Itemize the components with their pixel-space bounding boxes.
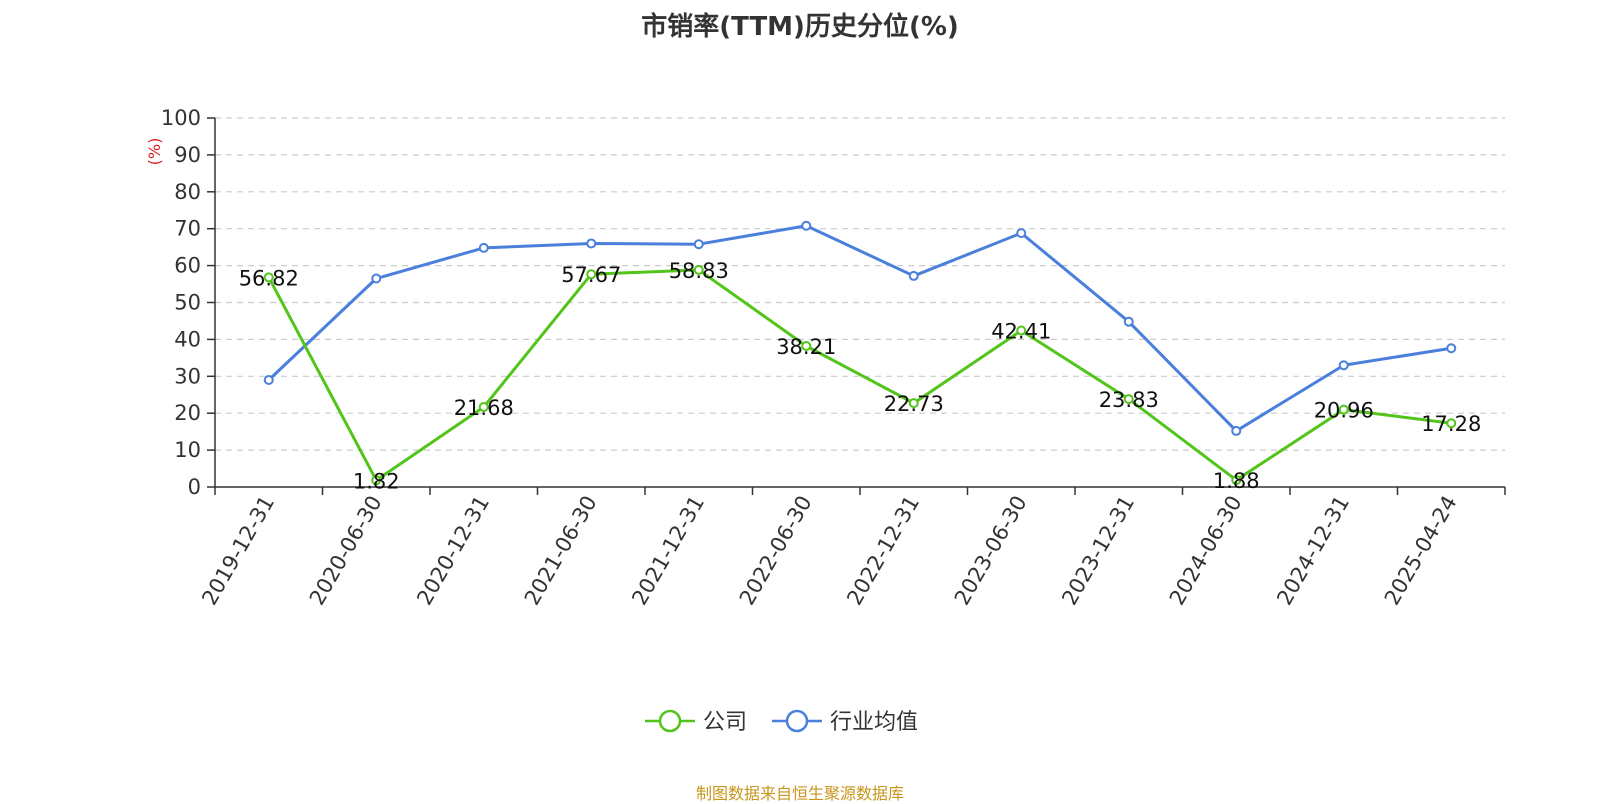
data-label: 23.83 (1099, 388, 1159, 412)
data-point (1446, 343, 1457, 354)
grid-lines (215, 117, 1505, 451)
x-tick-label: 2021-12-31 (627, 492, 709, 610)
legend-swatch-marker (785, 709, 809, 733)
data-labels: 56.82 1.82 21.68 57.67 58.83 38.21 22.73 42.41 2… (239, 259, 1482, 493)
x-tick-label: 2019-12-31 (197, 492, 279, 610)
x-tick-label: 2020-12-31 (412, 492, 494, 610)
data-point (263, 272, 274, 283)
chart-title: 市销率(TTM)历史分位(%) (641, 12, 959, 42)
y-tick-label: 100 (161, 106, 201, 130)
data-point (1016, 228, 1027, 239)
x-tick-label: 2022-06-30 (735, 492, 817, 610)
y-tick-label: 70 (174, 217, 201, 241)
legend: 公司 行业均值 (645, 709, 918, 735)
source-note: 制图数据来自恒生聚源数据库 (695, 784, 904, 803)
y-tick-label: 90 (174, 143, 201, 167)
y-tick-label: 30 (174, 364, 201, 388)
y-tick-label: 20 (174, 401, 201, 425)
y-tick-label: 50 (174, 291, 201, 315)
y-tick-label: 0 (188, 475, 201, 499)
y-tick-label: 10 (174, 438, 201, 462)
data-label: 58.83 (669, 259, 729, 283)
data-label: 1.82 (353, 469, 400, 493)
x-tick-label: 2022-12-31 (842, 492, 924, 610)
data-point (586, 238, 597, 249)
x-tick-label: 2024-12-31 (1272, 492, 1354, 610)
data-label: 57.67 (561, 263, 621, 287)
legend-swatch-marker (658, 709, 682, 733)
data-point (801, 341, 812, 352)
data-point (1231, 425, 1242, 436)
y-tick-label: 40 (174, 327, 201, 351)
data-point (1446, 418, 1457, 429)
data-point (693, 264, 704, 275)
data-label: 38.21 (776, 335, 836, 359)
x-tick-label: 2021-06-30 (520, 492, 602, 610)
data-point (1123, 316, 1134, 327)
data-label: 20.96 (1314, 399, 1374, 423)
x-tick-label: 2020-06-30 (305, 492, 387, 610)
data-point (1338, 404, 1349, 415)
data-point (1231, 475, 1242, 486)
data-point (478, 242, 489, 253)
y-tick-label: 80 (174, 180, 201, 204)
data-point (371, 475, 382, 486)
data-label: 17.28 (1421, 412, 1481, 436)
data-point (1338, 360, 1349, 371)
y-tick-label: 60 (174, 254, 201, 278)
data-point (908, 398, 919, 409)
data-point (908, 270, 919, 281)
x-tick-label: 2023-12-31 (1057, 492, 1139, 610)
data-label: 56.82 (239, 266, 299, 290)
legend-label: 公司 (703, 710, 747, 735)
data-label: 22.73 (884, 392, 944, 416)
data-point (371, 273, 382, 284)
data-point (1016, 325, 1027, 336)
y-axis-title: (%) (145, 138, 164, 166)
data-label: 21.68 (454, 396, 514, 420)
data-label: 1.88 (1213, 469, 1260, 493)
data-point (1123, 394, 1134, 405)
series-lines (263, 220, 1457, 486)
x-tick-label: 2023-06-30 (950, 492, 1032, 610)
data-label: 42.41 (991, 320, 1051, 344)
data-point (263, 374, 274, 385)
x-tick-label: 2024-06-30 (1165, 492, 1247, 610)
series-line-1 (267, 224, 1452, 433)
series-line-0 (267, 268, 1452, 482)
data-point (801, 220, 812, 231)
x-tick-label: 2025-04-24 (1380, 492, 1462, 610)
data-point (478, 402, 489, 413)
data-point (693, 239, 704, 250)
legend-label: 行业均值 (830, 710, 918, 735)
data-point (586, 269, 597, 280)
